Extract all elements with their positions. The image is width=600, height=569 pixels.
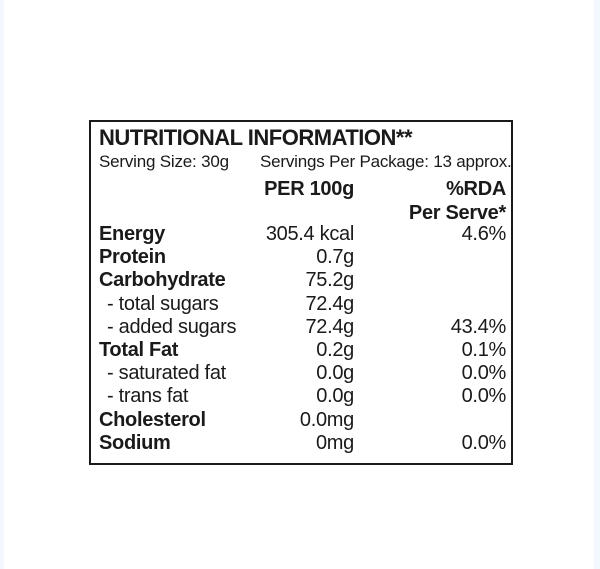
value-rda: 0.0% bbox=[461, 385, 507, 408]
servings-per-package-text: Servings Per Package: 13 approx. bbox=[260, 152, 512, 171]
value-per-100g: 72.4g bbox=[305, 292, 354, 315]
value-rda: 0.0% bbox=[461, 362, 507, 385]
table-row-total-fat: 0.2g 0.1% Total Fat bbox=[91, 339, 511, 362]
nutrient-name: - saturated fat bbox=[107, 362, 226, 385]
nutrient-name: - trans fat bbox=[107, 385, 189, 408]
table-row-cholesterol: 0.0mg Cholesterol bbox=[91, 409, 511, 432]
value-per-100g: 305.4 kcal bbox=[265, 223, 354, 245]
table-row-trans-fat: 0.0g 0.0% - trans fat bbox=[91, 385, 511, 408]
value-rda: 43.4% bbox=[450, 315, 507, 338]
nutrient-name: Total Fat bbox=[99, 338, 179, 361]
panel-title: NUTRITIONAL INFORMATION** bbox=[99, 125, 413, 150]
value-per-100g: 0.2g bbox=[316, 338, 354, 361]
nutrient-name: Protein bbox=[99, 246, 166, 269]
nutrient-name: Energy bbox=[99, 223, 166, 245]
value-per-100g: 75.2g bbox=[305, 269, 354, 292]
photo-right-edge bbox=[594, 0, 600, 569]
value-per-100g: 0.0g bbox=[316, 362, 354, 385]
table-row-added-sugars: 72.4g 43.4% - added sugars bbox=[91, 316, 511, 339]
value-per-100g: 0.0g bbox=[316, 385, 354, 408]
value-per-100g: 72.4g bbox=[305, 315, 354, 338]
value-rda: 4.6% bbox=[461, 223, 507, 245]
value-per-100g: 0.0mg bbox=[299, 408, 354, 431]
nutrient-name: Carbohydrate bbox=[99, 269, 226, 292]
serving-size-text: Serving Size: 30g bbox=[99, 152, 229, 171]
table-row-sodium: 0mg 0.0% Sodium bbox=[91, 432, 511, 455]
nutrient-name: Sodium bbox=[99, 431, 171, 454]
column-header-rda: %RDA bbox=[446, 178, 506, 200]
column-header-per-serve: Per Serve* bbox=[408, 202, 506, 224]
value-rda: 0.0% bbox=[461, 431, 507, 454]
nutrient-rows: 305.4 kcal 4.6% Energy 0.7g Protein 75.2… bbox=[91, 223, 511, 455]
table-row-protein: 0.7g Protein bbox=[91, 246, 511, 269]
table-row-energy: 305.4 kcal 4.6% Energy bbox=[91, 223, 511, 246]
value-per-100g: 0.7g bbox=[316, 246, 354, 269]
table-row-carbohydrate: 75.2g Carbohydrate bbox=[91, 269, 511, 292]
nutrient-name: - total sugars bbox=[107, 292, 219, 315]
nutrient-name: - added sugars bbox=[107, 315, 237, 338]
table-row-total-sugars: 72.4g - total sugars bbox=[91, 293, 511, 316]
nutrient-name: Cholesterol bbox=[99, 408, 206, 431]
value-rda: 0.1% bbox=[461, 338, 507, 361]
value-per-100g: 0mg bbox=[315, 431, 354, 454]
column-header-per-100g: PER 100g bbox=[264, 178, 354, 200]
nutrition-facts-panel: NUTRITIONAL INFORMATION** Serving Size: … bbox=[89, 120, 513, 465]
photo-left-edge bbox=[0, 0, 4, 569]
table-row-saturated-fat: 0.0g 0.0% - saturated fat bbox=[91, 362, 511, 385]
